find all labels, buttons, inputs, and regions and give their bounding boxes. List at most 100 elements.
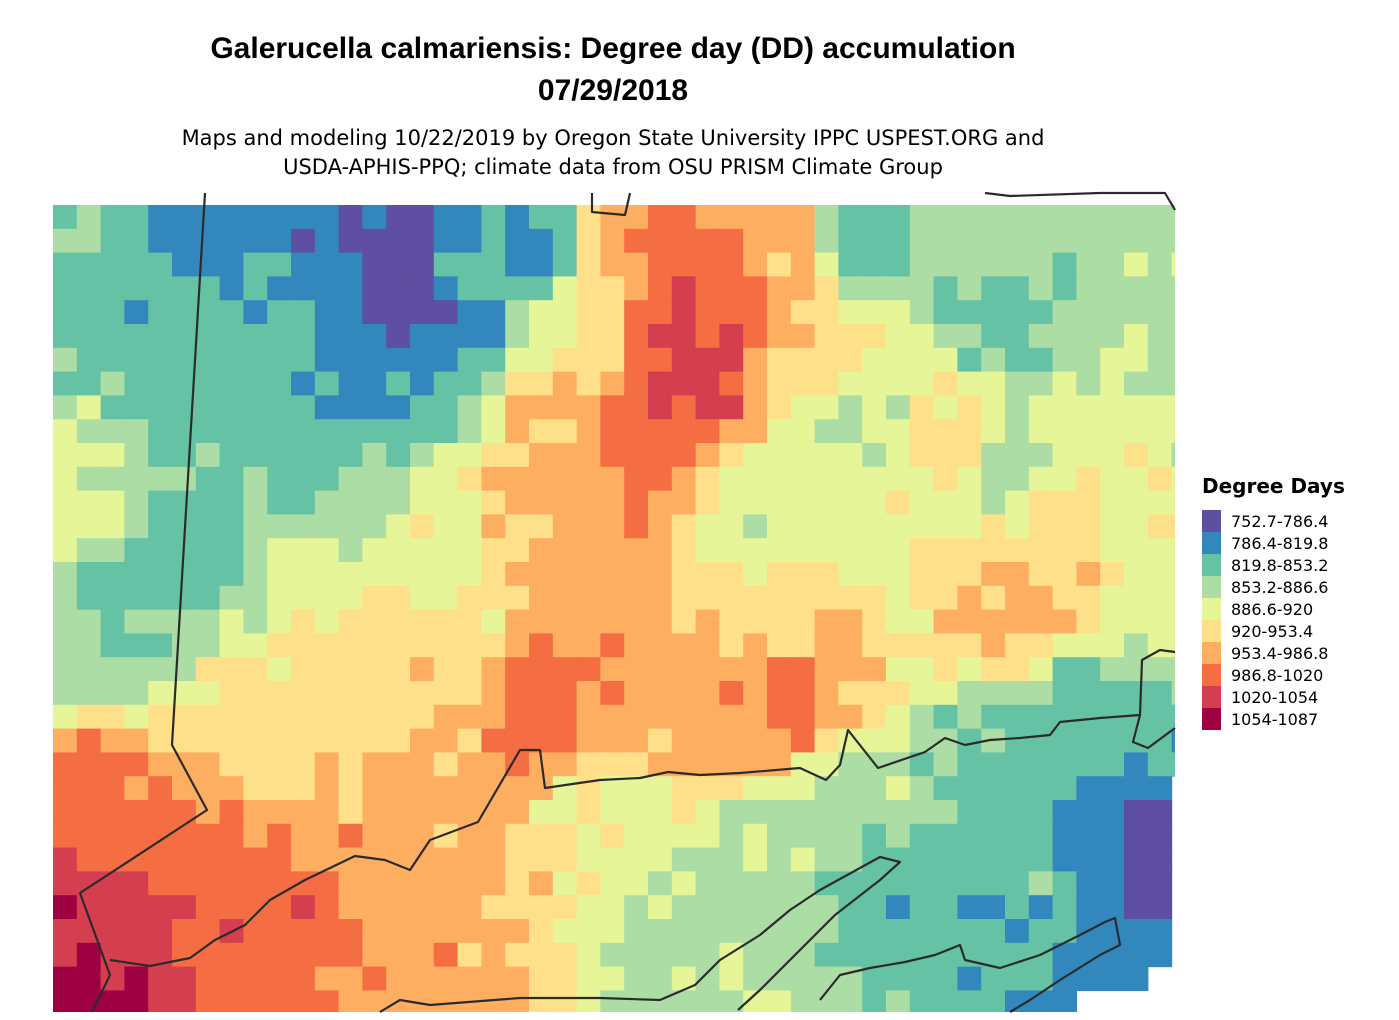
legend-label: 786.4-819.8 <box>1231 533 1329 553</box>
raster-cell <box>362 776 387 801</box>
raster-cell <box>671 633 697 658</box>
raster-cell <box>362 419 387 444</box>
raster-cell <box>624 228 649 254</box>
raster-cell <box>814 942 839 968</box>
raster-cell <box>1005 800 1030 825</box>
raster-cell <box>1052 990 1077 1012</box>
raster-cell <box>600 371 625 396</box>
raster-cell <box>53 919 78 944</box>
raster-cell <box>124 252 149 277</box>
raster-cell <box>719 657 744 682</box>
raster-cell <box>314 657 340 682</box>
raster-cell <box>529 823 554 849</box>
raster-cell <box>267 681 292 706</box>
raster-cell <box>505 847 530 872</box>
raster-cell <box>386 752 411 777</box>
raster-cell <box>743 395 768 420</box>
raster-cell <box>648 395 673 420</box>
raster-cell <box>1052 443 1077 468</box>
raster-cell <box>1005 966 1030 991</box>
raster-cell <box>505 895 530 920</box>
raster-cell <box>648 823 673 849</box>
raster-cell <box>648 300 673 325</box>
raster-cell <box>600 300 625 325</box>
raster-cell <box>790 562 816 587</box>
raster-cell <box>814 205 839 230</box>
raster-cell <box>838 324 863 349</box>
raster-cell <box>909 776 935 801</box>
raster-cell <box>576 942 601 968</box>
raster-cell <box>1076 300 1101 325</box>
raster-cell <box>981 585 1006 611</box>
raster-cell <box>1171 252 1175 277</box>
raster-cell <box>814 490 839 515</box>
raster-cell <box>267 585 292 611</box>
raster-cell <box>1124 657 1149 682</box>
raster-cell <box>291 324 316 349</box>
raster-cell <box>481 395 506 420</box>
raster-cell <box>124 657 149 682</box>
raster-cell <box>433 895 459 920</box>
raster-cell <box>719 966 744 991</box>
raster-cell <box>291 466 316 492</box>
raster-cell <box>695 990 720 1012</box>
raster-cell <box>576 300 601 325</box>
raster-cell <box>1147 752 1173 777</box>
raster-cell <box>1052 466 1077 492</box>
raster-cell <box>624 466 649 492</box>
raster-cell <box>1028 895 1054 920</box>
raster-cell <box>909 228 935 254</box>
raster-cell <box>838 657 863 682</box>
raster-cell <box>767 800 792 825</box>
raster-cell <box>76 300 102 325</box>
raster-cell <box>172 990 197 1012</box>
raster-cell <box>1124 205 1149 230</box>
raster-cell <box>410 752 435 777</box>
raster-cell <box>862 609 887 634</box>
legend-label: 1054-1087 <box>1231 709 1319 729</box>
raster-cell <box>1100 419 1125 444</box>
raster-cell <box>1076 752 1101 777</box>
raster-cell <box>148 276 173 301</box>
raster-cell <box>433 990 459 1012</box>
raster-cell <box>148 419 173 444</box>
raster-cell <box>195 800 221 825</box>
raster-cell <box>124 728 149 753</box>
raster-cell <box>648 776 673 801</box>
legend-item: 986.8-1020 <box>1202 664 1345 686</box>
raster-cell <box>624 966 649 991</box>
raster-cell <box>552 895 578 920</box>
raster-cell <box>886 609 911 634</box>
raster-cell <box>909 942 935 968</box>
raster-cell <box>386 300 411 325</box>
raster-cell <box>552 681 578 706</box>
raster-cell <box>719 395 744 420</box>
raster-cell <box>838 823 863 849</box>
raster-cell <box>1076 276 1101 301</box>
raster-cell <box>624 371 649 396</box>
raster-cell <box>100 585 125 611</box>
raster-cell <box>1171 228 1175 254</box>
raster-cell <box>1052 276 1077 301</box>
raster-cell <box>386 585 411 611</box>
raster-cell <box>219 966 244 991</box>
raster-cell <box>172 490 197 515</box>
raster-cell <box>529 300 554 325</box>
raster-cell <box>314 966 340 991</box>
raster-cell <box>338 800 363 825</box>
raster-cell <box>76 395 102 420</box>
raster-cell <box>624 990 649 1012</box>
raster-cell <box>1124 800 1149 825</box>
raster-cell <box>219 347 244 373</box>
raster-cell <box>552 562 578 587</box>
raster-cell <box>719 347 744 373</box>
raster-cell <box>1147 562 1173 587</box>
raster-cell <box>243 633 268 658</box>
raster-cell <box>1124 609 1149 634</box>
raster-cell <box>505 443 530 468</box>
raster-cell <box>195 585 221 611</box>
raster-cell <box>100 704 125 730</box>
raster-cell <box>624 609 649 634</box>
raster-cell <box>671 347 697 373</box>
raster-cell <box>148 990 173 1012</box>
